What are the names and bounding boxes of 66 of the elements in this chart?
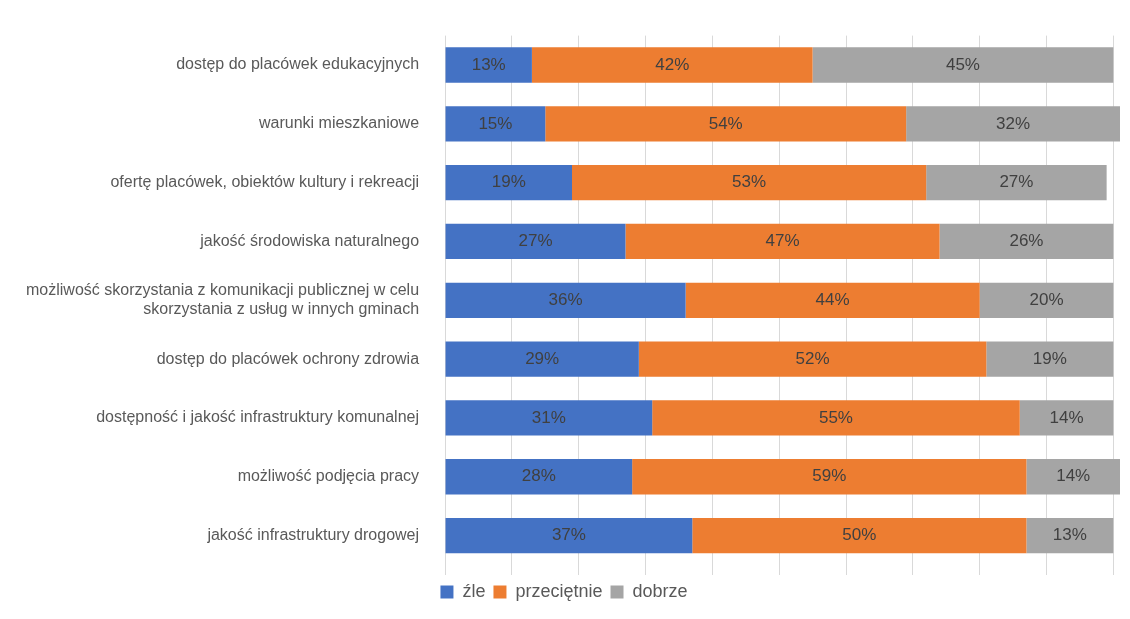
- data-label: 54%: [708, 113, 743, 133]
- data-label: 14%: [1049, 407, 1084, 427]
- legend-label: źle: [462, 580, 486, 601]
- data-label: 37%: [551, 525, 586, 545]
- data-label: 42%: [655, 54, 690, 74]
- legend-label: przeciętnie: [515, 580, 603, 601]
- y-tick-label: dostępność i jakość infrastruktury komunalnej: [96, 408, 420, 426]
- bar: [445, 165, 573, 201]
- data-label: 13%: [471, 54, 506, 74]
- bar: [531, 47, 813, 83]
- y-tick-label: dostęp do placówek edukacyjnych: [176, 55, 420, 73]
- bar: [926, 165, 1107, 201]
- data-label: 47%: [765, 231, 800, 251]
- bar: [685, 282, 980, 318]
- y-tick-label: możliwość podjęcia pracy: [237, 467, 420, 485]
- bar: [625, 223, 940, 260]
- bar: [572, 165, 927, 201]
- data-label: 50%: [842, 525, 877, 545]
- bar: [986, 341, 1114, 377]
- data-label: 28%: [521, 466, 556, 486]
- data-label: 26%: [1009, 231, 1044, 251]
- data-label: 36%: [548, 289, 583, 309]
- y-tick-label: jakość infrastruktury drogowej: [206, 526, 420, 543]
- bar: [545, 106, 907, 142]
- bar: [445, 47, 532, 83]
- bar: [1026, 459, 1120, 495]
- bar: [1026, 517, 1114, 554]
- bar: [939, 223, 1114, 260]
- y-tick-label: ofertę placówek, obiektów kultury i rekreacji: [110, 173, 420, 191]
- y-tick-label: możliwość skorzystania z komunikacji publicznej w celu skorzystania z usług w innych gminach: [26, 281, 420, 318]
- bar: [445, 517, 693, 554]
- data-label: 55%: [818, 407, 853, 427]
- y-tick-label: jakość środowiska naturalnego: [199, 231, 420, 249]
- bar: [812, 47, 1114, 83]
- data-label: 59%: [812, 466, 847, 486]
- bar: [692, 517, 1027, 554]
- bar: [445, 106, 546, 142]
- bar: [652, 400, 1020, 436]
- data-label: 52%: [795, 348, 830, 368]
- data-label: 20%: [1029, 289, 1064, 309]
- data-label: 15%: [478, 113, 513, 133]
- bar: [445, 223, 626, 260]
- bar: [445, 400, 653, 436]
- data-label: 29%: [525, 348, 560, 368]
- data-label: 53%: [732, 172, 767, 192]
- data-label: 27%: [518, 231, 553, 251]
- bar: [979, 282, 1114, 318]
- data-label: 32%: [996, 113, 1031, 133]
- bar: [445, 341, 639, 377]
- data-label: 44%: [815, 289, 850, 309]
- data-label: 31%: [531, 407, 566, 427]
- bar: [632, 459, 1027, 495]
- y-tick-label: dostęp do placówek ochrony zdrowia: [156, 349, 420, 367]
- data-label: 45%: [945, 54, 980, 74]
- bar: [638, 341, 987, 377]
- bar: [445, 459, 633, 495]
- y-tick-label: warunki mieszkaniowe: [257, 114, 420, 132]
- bar: [445, 282, 686, 318]
- bar: [906, 106, 1120, 142]
- data-label: 14%: [1056, 466, 1091, 486]
- bar: [1019, 400, 1114, 436]
- data-label: 27%: [999, 172, 1034, 192]
- data-label: 19%: [1032, 348, 1067, 368]
- legend-label: dobrze: [632, 580, 688, 601]
- data-label: 13%: [1052, 525, 1087, 545]
- data-label: 19%: [491, 172, 526, 192]
